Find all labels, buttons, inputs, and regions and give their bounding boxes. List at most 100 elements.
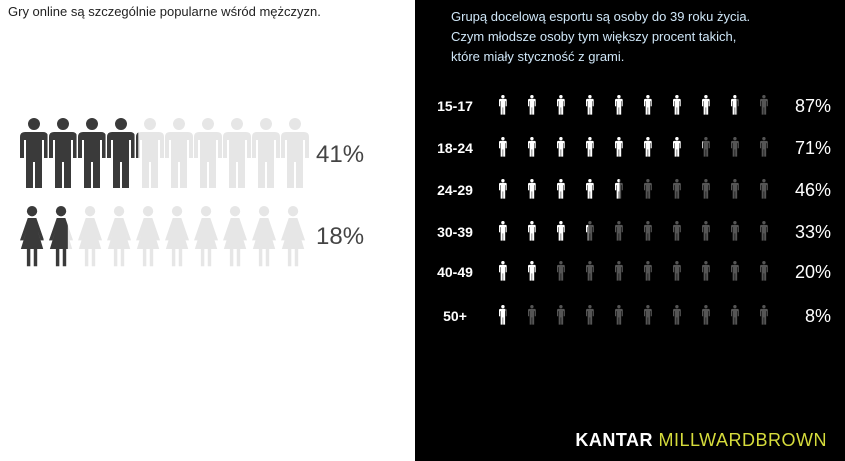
person-icon [586, 305, 594, 325]
kantar-millwardbrown-logo: KANTAR MILLWARDBROWN [575, 430, 827, 451]
person-icon [528, 179, 536, 199]
age-pictogram-chart: 15-17 87% 18-24 71% 24-29 46% 30-39 33% 40-49 20%… [437, 95, 831, 326]
age-group-percentage: 46% [795, 180, 831, 200]
person-icon [615, 305, 623, 325]
male-person-icon [107, 118, 135, 188]
person-icon [557, 261, 565, 281]
male-person-icon [165, 118, 193, 188]
pictogram-label-men: 41% [316, 141, 364, 168]
person-icon [673, 137, 681, 157]
age-group-label: 18-24 [437, 140, 473, 156]
female-person-icon [49, 206, 74, 267]
person-icon [731, 221, 739, 241]
person-icon [673, 261, 681, 281]
person-icon [586, 221, 594, 241]
person-icon [499, 221, 507, 241]
person-icon [557, 95, 565, 115]
person-icon [644, 261, 652, 281]
person-icon [586, 179, 594, 199]
person-icon [615, 179, 623, 199]
left-panel: Gry online są szczególnie popularne wśró… [0, 0, 415, 461]
caption-line-1: Grupą docelową esportu są osoby do 39 ro… [451, 9, 751, 24]
caption-line-2: Czym młodsze osoby tym większy procent t… [451, 29, 737, 44]
person-icon [644, 221, 652, 241]
person-icon [557, 221, 565, 241]
person-icon [528, 221, 536, 241]
male-person-icon [136, 118, 164, 188]
person-icon [499, 261, 507, 281]
person-icon [644, 179, 652, 199]
male-person-icon [49, 118, 77, 188]
person-icon [586, 137, 594, 157]
female-person-icon [107, 206, 132, 267]
person-icon [702, 179, 710, 199]
person-icon [702, 221, 710, 241]
person-icon [760, 221, 768, 241]
person-icon [615, 221, 623, 241]
age-group-label: 24-29 [437, 182, 473, 198]
age-group-percentage: 33% [795, 222, 831, 242]
person-icon [731, 261, 739, 281]
person-icon [673, 221, 681, 241]
person-icon [760, 179, 768, 199]
person-icon [499, 95, 507, 115]
pictogram-label-women: 18% [316, 223, 364, 250]
person-icon [615, 261, 623, 281]
female-person-icon [281, 206, 306, 267]
person-icon [731, 137, 739, 157]
person-icon [557, 305, 565, 325]
person-icon [731, 179, 739, 199]
age-group-label: 40-49 [437, 264, 473, 280]
person-icon [702, 137, 710, 157]
person-icon [760, 305, 768, 325]
gender-pictogram-chart: 41% 18% [20, 118, 364, 267]
female-person-icon [252, 206, 277, 267]
male-person-icon [281, 118, 309, 188]
person-icon [644, 137, 652, 157]
logo-millwardbrown: MILLWARDBROWN [658, 430, 827, 450]
person-icon [586, 261, 594, 281]
person-icon [760, 261, 768, 281]
left-title: Gry online są szczególnie popularne wśró… [8, 4, 321, 19]
caption-line-3: które miały styczność z grami. [451, 49, 625, 64]
person-icon [760, 137, 768, 157]
age-group-percentage: 8% [805, 306, 831, 326]
person-icon [528, 95, 536, 115]
male-person-icon [223, 118, 251, 188]
male-person-icon [252, 118, 280, 188]
female-person-icon [20, 206, 45, 267]
logo-kantar: KANTAR [575, 430, 653, 450]
person-icon [673, 179, 681, 199]
person-icon [673, 305, 681, 325]
right-caption: Grupą docelową esportu są osoby do 39 ro… [451, 7, 831, 67]
person-icon [615, 95, 623, 115]
age-group-label: 15-17 [437, 98, 473, 114]
female-person-icon [136, 206, 161, 267]
person-icon [702, 261, 710, 281]
person-icon [586, 95, 594, 115]
person-icon [760, 95, 768, 115]
female-person-icon [194, 206, 219, 267]
person-icon [731, 95, 739, 115]
person-icon [528, 261, 536, 281]
person-icon [557, 179, 565, 199]
female-person-icon [78, 206, 103, 267]
person-icon [499, 305, 507, 325]
person-icon [702, 305, 710, 325]
person-icon [528, 305, 536, 325]
female-person-icon [165, 206, 190, 267]
person-icon [673, 95, 681, 115]
male-person-icon [194, 118, 222, 188]
person-icon [702, 95, 710, 115]
age-group-label: 50+ [443, 308, 467, 324]
person-icon [528, 137, 536, 157]
person-icon [644, 305, 652, 325]
age-group-label: 30-39 [437, 224, 473, 240]
person-icon [499, 137, 507, 157]
age-group-percentage: 87% [795, 96, 831, 116]
male-person-icon [78, 118, 106, 188]
age-group-percentage: 20% [795, 262, 831, 282]
male-person-icon [20, 118, 48, 188]
right-panel: Grupą docelową esportu są osoby do 39 ro… [415, 0, 845, 461]
age-group-percentage: 71% [795, 138, 831, 158]
